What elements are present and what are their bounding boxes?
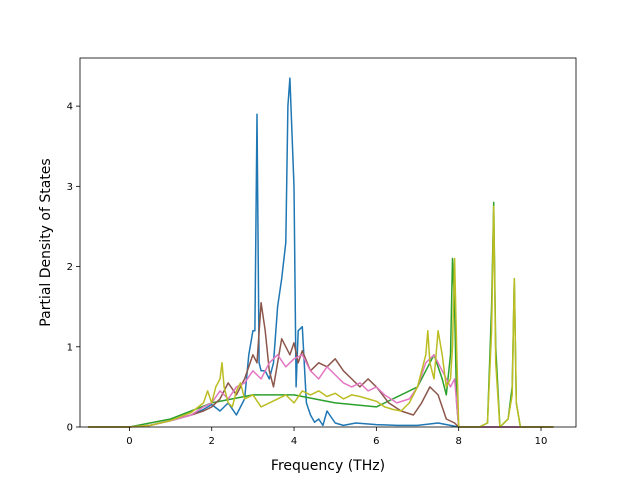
y-axis-label: Partial Density of States: [38, 158, 54, 326]
x-axis-label: Frequency (THz): [271, 458, 385, 474]
y-tick-label: 4: [67, 102, 73, 113]
y-tick-label: 1: [67, 342, 73, 353]
series-line-5: [88, 205, 554, 428]
x-tick-label: 4: [291, 436, 297, 447]
y-axis: 0 1 2 3 4: [67, 102, 80, 434]
x-tick-label: 2: [209, 436, 215, 447]
x-tick-label: 8: [456, 436, 462, 447]
x-axis: 0 2 4 6 8 10: [126, 427, 547, 447]
y-tick-label: 0: [67, 423, 73, 434]
plot-lines: [88, 77, 554, 428]
series-line-1: [88, 77, 554, 428]
axes-frame: [79, 57, 577, 428]
x-tick-label: 6: [373, 436, 379, 447]
y-tick-label: 2: [67, 262, 73, 273]
series-line-3: [88, 301, 554, 428]
x-tick-label: 10: [535, 436, 548, 447]
y-tick-label: 3: [67, 182, 73, 193]
series-line-4: [88, 354, 554, 428]
x-tick-label: 0: [126, 436, 132, 447]
